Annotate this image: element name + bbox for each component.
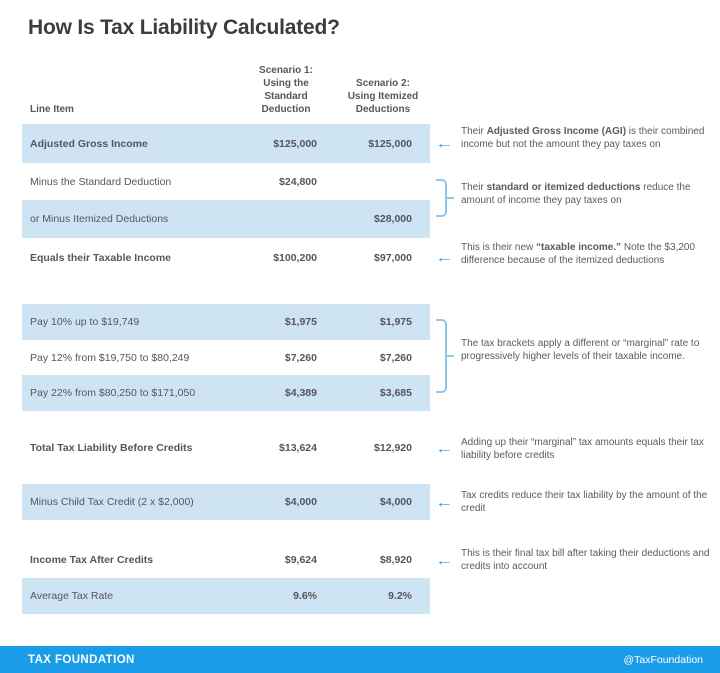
annotation-text: is their combined income but not the amo… bbox=[461, 126, 705, 150]
row-value-scenario2: $8,920 bbox=[379, 554, 412, 566]
annotation-liability-before-credits: Adding up their “marginal” tax amounts e… bbox=[461, 436, 717, 462]
annotation-bold-text: standard or itemized deductions bbox=[486, 182, 641, 193]
row-label: Adjusted Gross Income bbox=[30, 137, 148, 150]
row-label: Equals their Taxable Income bbox=[30, 251, 172, 264]
annotation-text: This is their final tax bill after takin… bbox=[461, 548, 710, 572]
row-value-scenario2: $97,000 bbox=[374, 251, 412, 264]
table-row-standard-deduction: Minus the Standard Deduction $24,800 bbox=[22, 163, 430, 200]
annotation-tax-credits: Tax credits reduce their tax liability b… bbox=[461, 489, 717, 515]
column-header-scenario1: Scenario 1: Using the Standard Deduction bbox=[259, 65, 313, 115]
row-label: Average Tax Rate bbox=[30, 590, 114, 602]
row-value-scenario1: $7,260 bbox=[284, 351, 317, 364]
table-row-bracket-10pct: Pay 10% up to $19,749 $1,975 $1,975 bbox=[22, 304, 430, 340]
annotation-text: Tax credits reduce their tax liability b… bbox=[461, 490, 708, 514]
row-value-scenario2: 9.2% bbox=[388, 590, 412, 602]
arrow-left-icon: ← bbox=[435, 440, 454, 456]
page-title: How Is Tax Liability Calculated? bbox=[28, 16, 340, 39]
row-value-scenario1: $4,389 bbox=[284, 387, 317, 399]
row-label: Minus the Standard Deduction bbox=[30, 175, 172, 188]
row-value-scenario2: $28,000 bbox=[374, 213, 412, 225]
row-value-scenario1: $4,000 bbox=[284, 496, 317, 508]
footer-bar: TAX FOUNDATION @TaxFoundation bbox=[0, 646, 720, 673]
table-row-taxable-income: Equals their Taxable Income $100,200 $97… bbox=[22, 238, 430, 277]
annotation-taxable-income: This is their new “taxable income.” Note… bbox=[461, 241, 717, 267]
table-row-child-tax-credit: Minus Child Tax Credit (2 x $2,000) $4,0… bbox=[22, 484, 430, 520]
row-value-scenario2: $12,920 bbox=[374, 442, 412, 454]
row-value-scenario2: $3,685 bbox=[379, 387, 412, 399]
row-value-scenario1: $100,200 bbox=[273, 251, 317, 264]
row-label: Total Tax Liability Before Credits bbox=[30, 442, 193, 454]
row-value-scenario1: $24,800 bbox=[279, 175, 317, 188]
annotation-bold-text: Adjusted Gross Income (AGI) bbox=[486, 126, 627, 137]
table-row-average-tax-rate: Average Tax Rate 9.6% 9.2% bbox=[22, 578, 430, 614]
row-value-scenario1: $9,624 bbox=[284, 554, 317, 566]
annotation-bold-text: “taxable income.” bbox=[536, 242, 622, 253]
brand-name: TAX FOUNDATION bbox=[28, 653, 135, 666]
column-header-scenario2: Scenario 2: Using Itemized Deductions bbox=[347, 78, 419, 115]
table-row-adjusted-gross-income: Adjusted Gross Income $125,000 $125,000 bbox=[22, 124, 430, 163]
arrow-left-icon: ← bbox=[435, 135, 454, 151]
annotation-text: This is their new bbox=[461, 242, 537, 253]
annotation-text: Their bbox=[461, 182, 487, 193]
arrow-left-icon: ← bbox=[435, 552, 454, 568]
twitter-handle[interactable]: @TaxFoundation bbox=[623, 653, 703, 666]
annotation-text: Their bbox=[461, 126, 487, 137]
row-label: Minus Child Tax Credit (2 x $2,000) bbox=[30, 496, 194, 508]
row-label: Pay 12% from $19,750 to $80,249 bbox=[30, 351, 190, 364]
row-value-scenario2: $1,975 bbox=[379, 316, 412, 328]
annotation-text: reduce the amount of income they pay tax… bbox=[461, 182, 691, 206]
annotation-marginal-rates: The tax brackets apply a different or “m… bbox=[461, 337, 717, 363]
arrow-left-icon: ← bbox=[435, 249, 454, 265]
row-value-scenario2: $7,260 bbox=[379, 351, 412, 364]
table-row-bracket-22pct: Pay 22% from $80,250 to $171,050 $4,389 … bbox=[22, 375, 430, 411]
annotation-text: Note the $3,200 difference because of th… bbox=[461, 242, 696, 266]
row-value-scenario1: 9.6% bbox=[293, 590, 317, 602]
row-value-scenario2: $4,000 bbox=[379, 496, 412, 508]
table-row-bracket-12pct: Pay 12% from $19,750 to $80,249 $7,260 $… bbox=[22, 340, 430, 375]
column-header-line-item: Line Item bbox=[30, 104, 74, 115]
row-value-scenario1: $13,624 bbox=[279, 442, 317, 454]
annotation-text: The tax brackets apply a different or “m… bbox=[461, 338, 700, 362]
annotation-deductions: Their standard or itemized deductions re… bbox=[461, 181, 717, 207]
annotation-agi: Their Adjusted Gross Income (AGI) is the… bbox=[461, 125, 717, 151]
annotation-final-tax-bill: This is their final tax bill after takin… bbox=[461, 547, 717, 573]
row-value-scenario2: $125,000 bbox=[368, 137, 412, 150]
table-row-total-liability: Total Tax Liability Before Credits $13,6… bbox=[22, 430, 430, 466]
arrow-left-icon: ← bbox=[435, 494, 454, 510]
row-label: Pay 10% up to $19,749 bbox=[30, 316, 140, 328]
bracket-icon bbox=[436, 179, 454, 217]
row-label: or Minus Itemized Deductions bbox=[30, 213, 169, 225]
row-label: Pay 22% from $80,250 to $171,050 bbox=[30, 387, 196, 399]
row-label: Income Tax After Credits bbox=[30, 554, 154, 566]
table-row-tax-after-credits: Income Tax After Credits $9,624 $8,920 bbox=[22, 542, 430, 578]
table-row-itemized-deductions: or Minus Itemized Deductions $28,000 bbox=[22, 200, 430, 238]
annotation-text: Adding up their “marginal” tax amounts e… bbox=[461, 437, 704, 461]
row-value-scenario1: $1,975 bbox=[284, 316, 317, 328]
bracket-icon bbox=[436, 319, 454, 393]
row-value-scenario1: $125,000 bbox=[273, 137, 317, 150]
